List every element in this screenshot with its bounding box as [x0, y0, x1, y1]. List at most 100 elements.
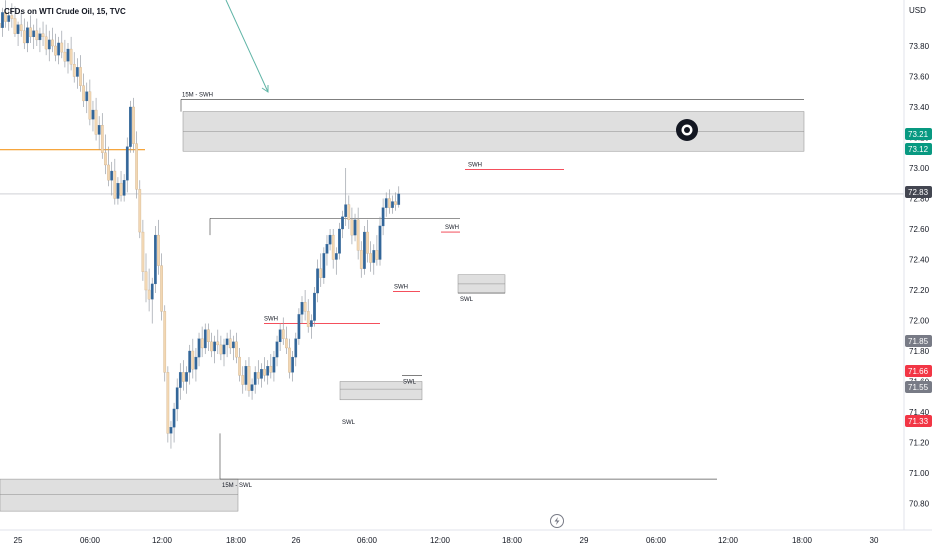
candle[interactable] [63, 39, 67, 68]
candle[interactable] [22, 18, 26, 50]
candle[interactable] [54, 33, 57, 62]
candle[interactable] [76, 58, 79, 89]
candle[interactable] [328, 229, 332, 251]
candle[interactable] [244, 360, 248, 391]
candle[interactable] [185, 366, 188, 394]
candle[interactable] [219, 335, 223, 361]
candle[interactable] [313, 286, 316, 327]
candle[interactable] [235, 332, 238, 364]
candle[interactable] [375, 235, 379, 266]
candle[interactable] [372, 244, 376, 275]
candle[interactable] [122, 174, 126, 202]
candle[interactable] [178, 363, 182, 400]
candle[interactable] [256, 360, 260, 385]
candle[interactable] [260, 363, 263, 388]
time-axis[interactable]: 25 06:00 12:00 18:00 26 06:00 12:00 18:00 29 06:0… [0, 529, 932, 545]
price-axis[interactable]: USD 73.8073.6073.4073.2073.0072.8072.607… [903, 0, 932, 530]
candle[interactable] [191, 338, 195, 379]
candle[interactable] [110, 161, 114, 196]
candle[interactable] [238, 347, 241, 382]
candle[interactable] [250, 378, 254, 400]
candle[interactable] [82, 73, 85, 107]
candle[interactable] [113, 158, 117, 205]
candle[interactable] [66, 42, 70, 74]
candle[interactable] [203, 323, 207, 355]
candle[interactable] [241, 366, 245, 394]
candle[interactable] [69, 36, 73, 71]
candle[interactable] [225, 332, 229, 358]
candle[interactable] [197, 332, 201, 367]
candle[interactable] [175, 378, 179, 422]
candle[interactable] [213, 335, 216, 364]
candle[interactable] [247, 357, 251, 397]
candle[interactable] [381, 198, 385, 236]
candle[interactable] [79, 55, 82, 92]
candle[interactable] [169, 421, 173, 449]
candle[interactable] [322, 247, 326, 284]
candle[interactable] [138, 180, 142, 239]
candle[interactable] [334, 247, 338, 275]
candle[interactable] [391, 195, 394, 214]
candle[interactable] [10, 3, 14, 28]
candle[interactable] [353, 213, 357, 242]
candle[interactable] [350, 207, 354, 245]
candle[interactable] [163, 305, 167, 382]
candle[interactable] [154, 225, 157, 294]
candle[interactable] [356, 207, 360, 260]
candle[interactable] [288, 338, 291, 379]
candle[interactable] [228, 329, 232, 355]
candle[interactable] [232, 335, 235, 361]
candle[interactable] [135, 131, 138, 199]
candle[interactable] [369, 241, 372, 272]
candle[interactable] [341, 210, 344, 239]
candle[interactable] [47, 30, 51, 62]
candle[interactable] [384, 192, 388, 217]
candle[interactable] [210, 332, 213, 358]
candle[interactable] [291, 351, 294, 382]
candle[interactable] [150, 277, 154, 324]
candle[interactable] [107, 146, 110, 187]
candle[interactable] [29, 15, 32, 43]
candle[interactable] [388, 189, 391, 214]
candle[interactable] [132, 97, 135, 153]
candle[interactable] [338, 222, 341, 260]
candle[interactable] [281, 317, 285, 345]
candle[interactable] [272, 351, 276, 382]
candle[interactable] [319, 253, 323, 287]
candle[interactable] [129, 100, 132, 153]
candle[interactable] [300, 296, 304, 324]
candle[interactable] [104, 134, 107, 175]
candle[interactable] [378, 216, 382, 266]
candle[interactable] [144, 253, 148, 303]
candle[interactable] [366, 219, 369, 263]
candle[interactable] [306, 299, 310, 333]
candle[interactable] [57, 36, 60, 65]
lightning-icon[interactable] [550, 514, 564, 528]
candle[interactable] [100, 113, 104, 159]
candle[interactable] [325, 235, 329, 266]
candle[interactable] [166, 366, 170, 443]
candle[interactable] [285, 326, 288, 355]
candle[interactable] [331, 229, 335, 269]
candle[interactable] [97, 116, 101, 150]
candle[interactable] [38, 27, 42, 53]
candle[interactable] [266, 360, 270, 385]
candle[interactable] [16, 21, 20, 46]
candle[interactable] [222, 338, 226, 367]
candle[interactable] [316, 259, 319, 303]
candle[interactable] [157, 219, 160, 275]
candle[interactable] [359, 241, 363, 278]
candle[interactable] [310, 314, 313, 339]
candle[interactable] [397, 186, 401, 208]
candle[interactable] [194, 347, 198, 382]
zone-demand-15m[interactable] [0, 478, 239, 512]
candle[interactable] [344, 168, 348, 226]
candle[interactable] [125, 137, 129, 193]
candle[interactable] [91, 100, 95, 132]
candle[interactable] [200, 326, 204, 358]
candle[interactable] [160, 253, 163, 321]
candle[interactable] [207, 323, 210, 351]
trend-arrow[interactable] [225, 0, 269, 93]
candle[interactable] [147, 268, 151, 312]
